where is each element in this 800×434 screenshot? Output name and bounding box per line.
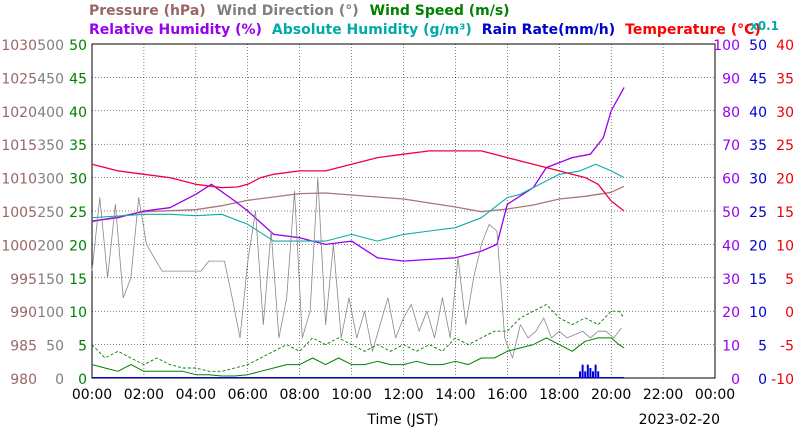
humidity-tick-label: 80 <box>722 105 740 121</box>
temperature-tick-label: 30 <box>776 105 794 121</box>
temperature-line <box>91 150 625 212</box>
wind-speed-tick-label: 10 <box>69 305 87 321</box>
temperature-tick-label: -5 <box>780 339 794 355</box>
legend-entry: Relative Humidity (%) <box>89 22 262 38</box>
wind-direction-tick-label: 0 <box>55 372 64 388</box>
humidity-tick-label: 90 <box>722 71 740 87</box>
legend-entry: Wind Speed (m/s) <box>370 3 510 19</box>
x-tick-label: 06:00 <box>228 387 268 403</box>
temperature-tick-label: 0 <box>785 305 794 321</box>
temperature-tick-label: 20 <box>776 172 794 188</box>
legend-entry: Wind Direction (°) <box>217 3 359 19</box>
humidity-tick-label: 20 <box>722 305 740 321</box>
x-tick-label: 04:00 <box>176 387 216 403</box>
absolute-humidity-line <box>91 163 625 242</box>
humidity-tick-label: 50 <box>722 205 740 221</box>
x-tick-label: 16:00 <box>487 387 527 403</box>
humidity-tick-label: 10 <box>722 339 740 355</box>
wind-direction-line <box>91 177 622 359</box>
pressure-tick-label: 1025 <box>1 71 37 87</box>
wind-speed-tick-label: 45 <box>69 71 87 87</box>
rain-rate-tick-label: 15 <box>749 272 767 288</box>
legend-entry: Temperature (°C) <box>625 22 761 38</box>
rain-rate-tick-label: 40 <box>749 105 767 121</box>
pressure-tick-label: 990 <box>10 305 37 321</box>
x-tick-label: 10:00 <box>331 387 371 403</box>
wind-speed-tick-label: 5 <box>78 339 87 355</box>
wind-speed-tick-label: 50 <box>69 38 87 54</box>
rain-rate-tick-label: 35 <box>749 138 767 154</box>
rain-rate-tick-label: 30 <box>749 172 767 188</box>
rain-rate-tick-label: 20 <box>749 238 767 254</box>
rain-rate-tick-label: 10 <box>749 305 767 321</box>
x-tick-label: 02:00 <box>124 387 164 403</box>
temperature-tick-label: 5 <box>785 272 794 288</box>
temperature-tick-label: 25 <box>776 138 794 154</box>
x-tick-label: 22:00 <box>643 387 683 403</box>
rain-rate-tick-label: 50 <box>749 38 767 54</box>
temperature-tick-label: 10 <box>776 238 794 254</box>
date-label: 2023-02-20 <box>639 412 720 428</box>
humidity-tick-label: 0 <box>731 372 740 388</box>
pressure-tick-label: 1030 <box>1 38 37 54</box>
humidity-tick-label: 40 <box>722 238 740 254</box>
wind-speed-tick-label: 40 <box>69 105 87 121</box>
pressure-line <box>91 185 625 223</box>
rain-rate-tick-label: 0 <box>758 372 767 388</box>
wind-direction-tick-label: 500 <box>37 38 64 54</box>
relative-humidity-line <box>91 87 625 262</box>
humidity-tick-label: 100 <box>713 38 740 54</box>
x-tick-label: 00:00 <box>72 387 112 403</box>
legend-entry: Absolute Humidity (g/m³) <box>272 22 472 38</box>
humidity-tick-label: 30 <box>722 272 740 288</box>
rain-rate-tick-label: 25 <box>749 205 767 221</box>
pressure-tick-label: 1020 <box>1 105 37 121</box>
legend-entry: Pressure (hPa) <box>89 3 206 19</box>
wind-gust-line <box>91 304 625 372</box>
wind-direction-tick-label: 250 <box>37 205 64 221</box>
wind-speed-line <box>91 337 625 377</box>
wind-direction-tick-label: 150 <box>37 272 64 288</box>
humidity-tick-label: 70 <box>722 138 740 154</box>
pressure-tick-label: 1005 <box>1 205 37 221</box>
temperature-tick-label: -10 <box>771 372 794 388</box>
wind-direction-tick-label: 400 <box>37 105 64 121</box>
temperature-tick-label: 15 <box>776 205 794 221</box>
pressure-tick-label: 1000 <box>1 238 37 254</box>
pressure-tick-label: 985 <box>10 339 37 355</box>
x-tick-label: 12:00 <box>383 387 423 403</box>
temperature-tick-label: 40 <box>776 38 794 54</box>
pressure-tick-label: 1010 <box>1 172 37 188</box>
rain-rate-tick-label: 5 <box>758 339 767 355</box>
x-tick-label: 20:00 <box>591 387 631 403</box>
x-tick-label: 18:00 <box>539 387 579 403</box>
wind-direction-tick-label: 50 <box>46 339 64 355</box>
scale-note: x0.1 <box>750 19 779 33</box>
wind-speed-tick-label: 25 <box>69 205 87 221</box>
pressure-tick-label: 980 <box>10 372 37 388</box>
x-axis-label: Time (JST) <box>366 412 438 428</box>
wind-speed-tick-label: 30 <box>69 172 87 188</box>
temperature-tick-label: 35 <box>776 71 794 87</box>
pressure-tick-label: 1015 <box>1 138 37 154</box>
wind-direction-tick-label: 200 <box>37 238 64 254</box>
wind-speed-tick-label: 20 <box>69 238 87 254</box>
x-tick-label: 00:00 <box>695 387 735 403</box>
pressure-tick-label: 995 <box>10 272 37 288</box>
humidity-tick-label: 60 <box>722 172 740 188</box>
rain-rate-tick-label: 45 <box>749 71 767 87</box>
x-tick-label: 14:00 <box>435 387 475 403</box>
wind-speed-tick-label: 15 <box>69 272 87 288</box>
x-tick-label: 08:00 <box>279 387 319 403</box>
wind-speed-tick-label: 0 <box>78 372 87 388</box>
wind-direction-tick-label: 350 <box>37 138 64 154</box>
wind-speed-tick-label: 35 <box>69 138 87 154</box>
wind-direction-tick-label: 100 <box>37 305 64 321</box>
legend-entry: Rain Rate(mm/h) <box>482 22 615 38</box>
wind-direction-tick-label: 450 <box>37 71 64 87</box>
wind-direction-tick-label: 300 <box>37 172 64 188</box>
